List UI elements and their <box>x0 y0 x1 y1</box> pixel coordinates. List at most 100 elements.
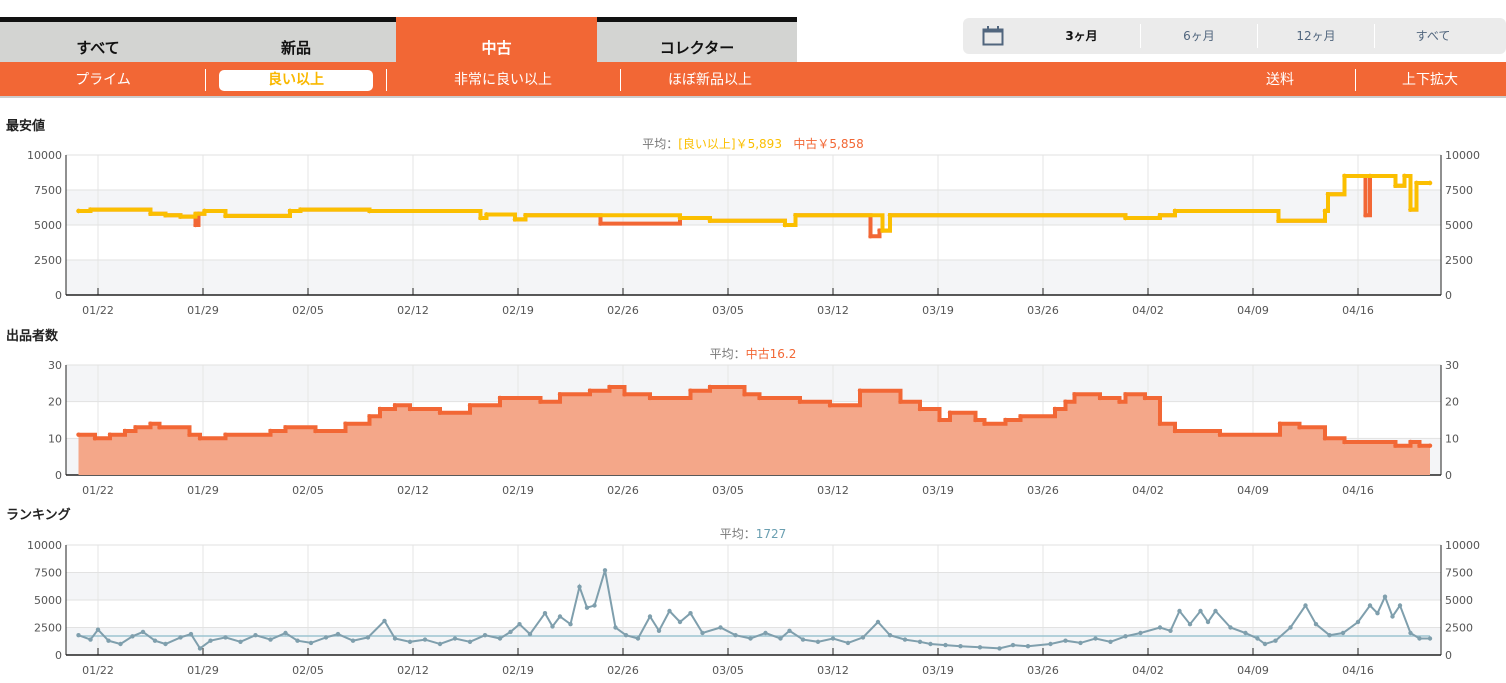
data-point <box>977 645 983 650</box>
data-point <box>148 211 153 216</box>
data-point <box>1157 213 1163 218</box>
sellers-title: 出品者数 <box>6 329 59 344</box>
data-point <box>1052 406 1058 412</box>
data-point <box>1093 636 1098 641</box>
data-point <box>592 603 597 608</box>
data-point <box>707 218 713 223</box>
data-point <box>1063 399 1068 404</box>
tab-collector[interactable]: コレクター <box>597 17 797 62</box>
data-point <box>223 432 228 437</box>
calendar-icon[interactable] <box>963 26 1023 46</box>
data-point <box>484 212 489 217</box>
vertical-zoom-toggle[interactable]: 上下拡大 <box>1402 72 1458 88</box>
range-12m[interactable]: 12ヶ月 <box>1257 24 1374 48</box>
data-point <box>1363 213 1368 218</box>
data-point <box>178 635 183 640</box>
y-tick-label-right: 7500 <box>1445 567 1473 580</box>
data-point <box>1025 644 1031 649</box>
data-point <box>550 624 555 629</box>
range-all[interactable]: すべて <box>1374 24 1491 48</box>
x-tick-label: 04/09 <box>1237 664 1269 677</box>
y-tick-label-right: 2500 <box>1445 622 1473 635</box>
x-tick-label: 01/22 <box>82 664 114 677</box>
filter-prime[interactable]: プライム <box>75 72 131 88</box>
data-point <box>1123 392 1128 397</box>
data-point <box>1408 439 1413 445</box>
data-point <box>1342 173 1347 179</box>
data-point <box>193 211 198 216</box>
data-point <box>130 634 135 639</box>
y-tick-label-right: 20 <box>1445 396 1459 409</box>
x-tick-label: 03/19 <box>922 484 954 497</box>
x-tick-label: 03/12 <box>817 484 849 497</box>
data-point <box>860 635 866 640</box>
data-point <box>377 406 383 412</box>
data-point <box>107 432 113 437</box>
data-point <box>208 638 213 643</box>
tab-all[interactable]: すべて <box>0 17 196 62</box>
data-point <box>1255 636 1260 641</box>
data-point <box>997 646 1002 651</box>
data-point <box>1427 443 1433 448</box>
data-point <box>763 630 768 636</box>
data-point <box>422 637 428 642</box>
y-tick-label-right: 30 <box>1445 359 1459 372</box>
x-tick-label: 01/29 <box>187 304 219 317</box>
data-point <box>887 633 893 638</box>
range-6m[interactable]: 6ヶ月 <box>1140 24 1257 48</box>
x-tick-label: 02/26 <box>607 664 639 677</box>
data-point <box>1228 625 1233 630</box>
y-tick-label: 30 <box>48 359 62 372</box>
data-point <box>815 639 821 644</box>
data-point <box>667 608 672 614</box>
data-point <box>917 406 923 412</box>
data-point <box>1123 215 1128 221</box>
x-tick-label: 01/29 <box>187 484 219 497</box>
x-tick-label: 03/26 <box>1027 304 1059 317</box>
data-point <box>95 627 101 632</box>
data-point <box>392 636 398 641</box>
data-point <box>1340 630 1346 636</box>
data-point <box>937 417 942 423</box>
tab-used[interactable]: 中古 <box>396 17 597 62</box>
filter-like-new[interactable]: ほぼ新品以上 <box>668 72 752 88</box>
data-point <box>1138 630 1143 636</box>
data-point <box>76 208 81 214</box>
data-point <box>1205 619 1211 625</box>
x-tick-label: 02/05 <box>292 304 324 317</box>
data-point <box>407 406 413 412</box>
data-point <box>787 628 792 633</box>
data-point <box>76 633 81 638</box>
tab-new[interactable]: 新品 <box>196 17 396 62</box>
range-3m[interactable]: 3ヶ月 <box>1065 29 1098 43</box>
data-point <box>1273 638 1278 643</box>
data-point <box>1322 436 1328 441</box>
data-point <box>542 611 548 616</box>
y-tick-label: 0 <box>55 649 62 662</box>
data-point <box>365 635 371 640</box>
shipping-toggle[interactable]: 送料 <box>1266 72 1294 88</box>
data-point <box>733 633 738 638</box>
data-point <box>1427 636 1433 641</box>
data-point <box>947 410 953 415</box>
filter-good[interactable]: 良い以上 <box>219 70 373 91</box>
x-tick-label: 04/02 <box>1132 664 1164 677</box>
data-point <box>1097 395 1103 401</box>
data-point <box>538 399 543 404</box>
x-tick-label: 02/12 <box>397 304 429 317</box>
price-title: 最安値 <box>6 119 46 134</box>
y-tick-label: 5000 <box>34 219 62 232</box>
data-point <box>140 629 146 635</box>
data-point <box>118 641 123 647</box>
data-point <box>467 639 473 644</box>
data-point <box>1048 641 1053 647</box>
data-point <box>1072 392 1077 397</box>
data-point <box>313 428 318 434</box>
data-point <box>1063 638 1068 643</box>
filter-very-good[interactable]: 非常に良い以上 <box>454 72 552 88</box>
data-point <box>1123 634 1128 639</box>
data-point <box>323 635 329 640</box>
data-point <box>587 388 593 393</box>
y-tick-label-right: 2500 <box>1445 254 1473 267</box>
data-point <box>163 641 168 647</box>
